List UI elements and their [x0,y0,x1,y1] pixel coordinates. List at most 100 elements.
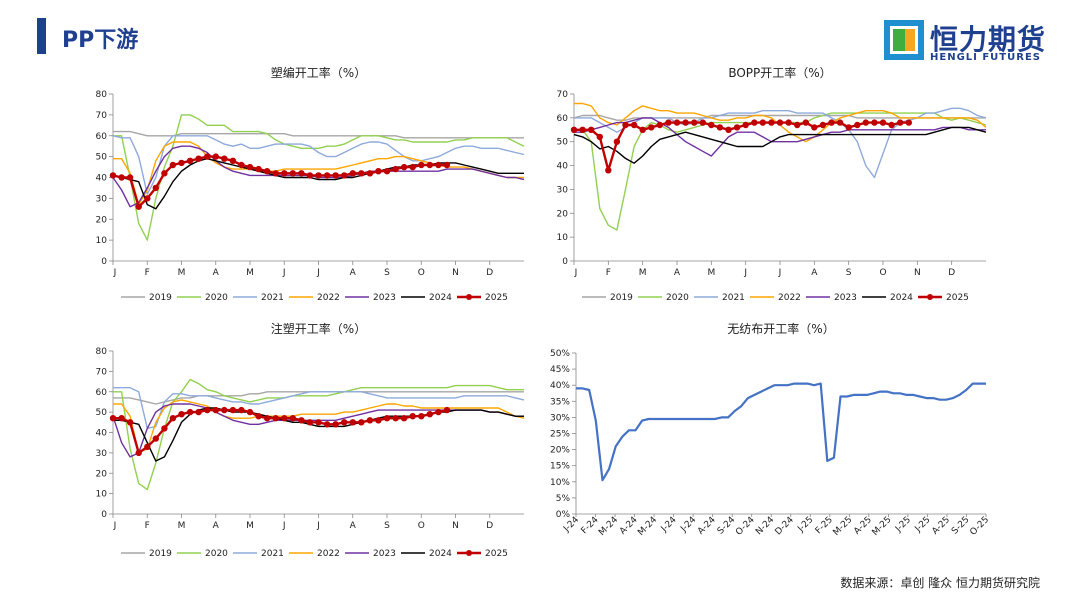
series-point-2025 [238,161,245,169]
series-point-2025 [109,172,117,179]
legend-label: 2023 [834,293,857,303]
series-point-2025 [383,168,391,175]
legend-label: 2020 [205,549,228,559]
x-tick-label: N [914,268,921,278]
x-tick-label: O [879,268,886,278]
series-point-2025 [281,415,288,422]
y-tick-label: 15% [550,462,570,472]
series-point-2025 [811,124,818,131]
series-point-2025 [836,119,844,126]
series-point-2025 [126,419,134,426]
series-point-2025 [579,126,586,133]
series-point-2025 [400,415,408,422]
x-tick-label: J-25 [893,515,913,535]
legend-marker-2025 [466,294,472,300]
x-tick-label: J [574,268,578,278]
y-tick-label: 0 [101,257,107,267]
series-line-2020 [113,378,524,491]
series-point-2025 [204,406,211,414]
series-point-2025 [195,408,202,416]
series-point-2025 [862,119,869,126]
series-point-2025 [289,170,296,177]
series-point-2025 [622,121,629,129]
series-line-2023 [112,403,524,458]
series-point-2025 [152,184,159,192]
series-point-2025 [648,124,655,131]
x-tick-label: O-24 [734,515,757,538]
series-line-2019 [113,130,524,139]
series-point-2025 [588,126,595,133]
y-tick-label: 45% [550,365,570,375]
y-tick-label: 30 [96,449,108,459]
x-tick-label: J [316,268,320,278]
x-tick-label: A [350,521,357,531]
series-point-2025 [161,170,168,177]
y-tick-label: 0 [101,510,107,520]
series-point-2025 [169,415,177,422]
series-point-2025 [443,406,451,414]
series-line-2022 [113,399,525,454]
series-point-2025 [341,419,348,426]
series-point-2025 [349,170,356,177]
series-point-2025 [135,203,142,210]
y-tick-label: 50 [557,138,569,148]
x-tick-label: O-25 [968,515,991,538]
y-tick-label: 40 [557,162,569,172]
legend-label: 2021 [261,549,284,559]
x-tick-label: A [350,268,357,278]
series-point-2025 [315,419,322,426]
series-point-2025 [682,119,689,126]
x-tick-label: A-24 [618,515,640,537]
legend-label: 2025 [946,293,969,303]
series-line-index [576,382,986,482]
series-point-2025 [246,163,254,171]
legend-label: 2021 [261,293,284,303]
series-point-2025 [400,163,408,171]
series-point-2025 [759,119,766,126]
y-tick-label: 40% [550,381,570,391]
x-tick-label: M-24 [636,515,659,538]
series-point-2025 [383,415,391,422]
series-point-2025 [366,170,374,177]
series-point-2025 [118,415,125,422]
series-point-2025 [716,124,724,131]
x-tick-label: S [384,521,390,531]
legend-marker-2025 [927,294,933,300]
series-point-2025 [212,406,219,414]
series-line-2024 [573,126,987,164]
legend-label: 2024 [429,293,452,303]
series-point-2025 [289,415,296,422]
x-tick-label: A [811,268,818,278]
x-tick-label: M [707,268,715,278]
y-tick-label: 50 [96,408,108,418]
series-point-2025 [708,121,715,129]
x-tick-label: J [316,521,320,531]
series-point-2025 [665,119,672,126]
x-tick-label: S [846,268,852,278]
y-tick-label: 30 [557,185,569,195]
series-point-2025 [699,119,706,126]
series-point-2025 [742,121,749,129]
series-point-2025 [186,157,194,164]
y-tick-label: 60 [96,132,108,142]
logo-mark-icon [884,20,924,60]
series-line-2025 [113,408,448,455]
series-point-2025 [897,119,904,126]
series-point-2025 [854,121,861,129]
series-point-2025 [375,417,382,424]
series-point-2025 [794,121,801,129]
series-point-2025 [905,119,912,126]
x-tick-label: J [743,268,747,278]
y-tick-label: 60 [96,388,108,398]
legend-label: 2019 [149,549,172,559]
series-point-2025 [332,421,339,428]
chart-title: 无纺布开工率（%） [727,321,834,336]
series-point-2025 [263,415,271,422]
legend-label: 2022 [317,549,340,559]
series-point-2025 [392,165,399,173]
x-tick-label: A [213,521,220,531]
series-point-2025 [221,155,228,162]
series-point-2025 [195,155,202,162]
series-point-2025 [613,138,621,145]
series-point-2025 [238,406,245,414]
